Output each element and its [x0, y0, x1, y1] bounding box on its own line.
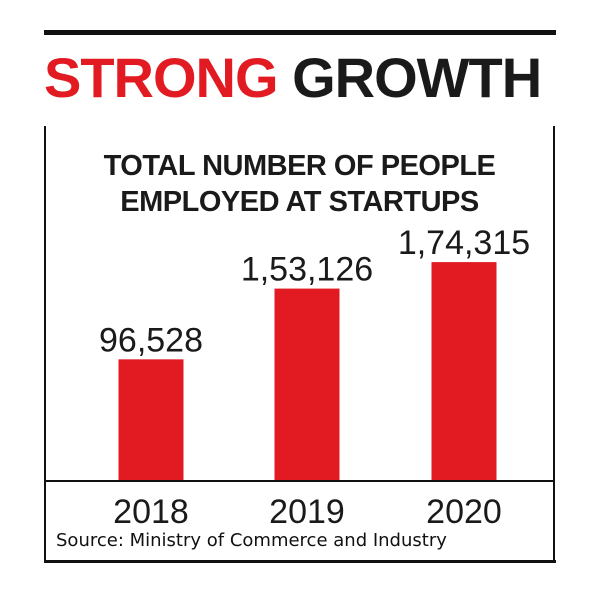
- bottom-rule: [44, 560, 556, 563]
- chart-title-line-2: EMPLOYED AT STARTUPS: [120, 186, 479, 218]
- headline-part-2: GROWTH: [292, 46, 542, 109]
- source-note: Source: Ministry of Commerce and Industr…: [56, 530, 447, 551]
- chart-panel: TOTAL NUMBER OF PEOPLE EMPLOYED AT START…: [44, 126, 555, 560]
- value-label-2018: 96,528: [99, 321, 203, 359]
- category-label-2020: 2020: [426, 493, 502, 531]
- bar-2020: [431, 262, 497, 480]
- category-label-2018: 2018: [113, 493, 189, 531]
- bar-2018: [118, 359, 184, 480]
- bar-chart: 96,528 2018 1,53,126 2019 1,74,315 2020: [46, 224, 553, 531]
- top-rule: [44, 30, 556, 35]
- category-label-2019: 2019: [269, 493, 345, 531]
- bar-2019: [274, 288, 340, 480]
- chart-title: TOTAL NUMBER OF PEOPLE EMPLOYED AT START…: [46, 148, 553, 220]
- value-label-2020: 1,74,315: [398, 224, 530, 262]
- value-label-2019: 1,53,126: [241, 251, 373, 289]
- chart-title-line-1: TOTAL NUMBER OF PEOPLE: [103, 150, 496, 182]
- headline: STRONG GROWTH: [44, 46, 542, 109]
- headline-part-1: STRONG: [44, 46, 279, 109]
